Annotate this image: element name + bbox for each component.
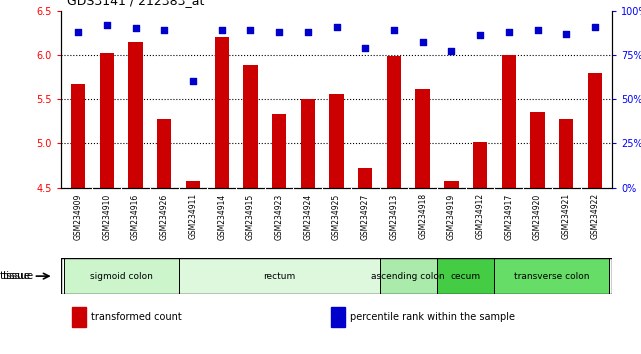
Point (446, 48, 456, 54)
Bar (437, 258, 494, 294)
Text: GSM234921: GSM234921 (562, 193, 570, 239)
Point (475, 33, 485, 38)
Text: transverse colon: transverse colon (514, 272, 590, 281)
Point (130, 25, 140, 31)
Text: tissue: tissue (0, 271, 31, 281)
Bar (272, 114, 287, 188)
Point (274, 29, 284, 35)
Text: GSM234922: GSM234922 (590, 193, 599, 239)
Bar (502, 55, 516, 188)
Bar (387, 56, 401, 188)
Bar (243, 65, 258, 188)
Text: GSM234914: GSM234914 (217, 193, 226, 240)
Point (246, 27, 256, 33)
Point (188, 79, 198, 84)
Point (533, 27, 543, 33)
Text: GSM234920: GSM234920 (533, 193, 542, 240)
Text: GSM234913: GSM234913 (390, 193, 399, 240)
Bar (494, 258, 610, 294)
Bar (63, 258, 179, 294)
Point (389, 27, 399, 33)
Point (303, 29, 313, 35)
Text: GSM234919: GSM234919 (447, 193, 456, 240)
Text: GSM234916: GSM234916 (131, 193, 140, 240)
Point (590, 24, 600, 29)
Point (331, 24, 342, 29)
Bar (379, 258, 437, 294)
Bar (358, 168, 372, 188)
Text: rectum: rectum (263, 272, 296, 281)
Bar (301, 99, 315, 188)
Text: sigmoid colon: sigmoid colon (90, 272, 153, 281)
Text: GDS3141 / 212383_at: GDS3141 / 212383_at (67, 0, 204, 7)
Bar (473, 143, 487, 188)
Bar (329, 94, 344, 188)
Text: GSM234911: GSM234911 (188, 193, 197, 239)
Text: percentile rank within the sample: percentile rank within the sample (350, 312, 515, 322)
Bar (128, 41, 143, 188)
Point (159, 27, 169, 33)
Text: ascending colon: ascending colon (372, 272, 445, 281)
Bar (99, 53, 114, 188)
Bar (559, 120, 574, 188)
Point (360, 45, 370, 51)
Bar (71, 84, 85, 188)
Bar (415, 88, 430, 188)
Bar (215, 37, 229, 188)
Text: tissue: tissue (3, 271, 34, 281)
Text: GSM234924: GSM234924 (303, 193, 312, 240)
Text: GSM234915: GSM234915 (246, 193, 255, 240)
Point (102, 22, 112, 28)
Point (504, 29, 514, 35)
Text: GSM234927: GSM234927 (361, 193, 370, 240)
Bar (530, 113, 545, 188)
Text: GSM234912: GSM234912 (476, 193, 485, 239)
Text: GSM234909: GSM234909 (74, 193, 83, 240)
Point (73, 29, 83, 35)
Text: GSM234926: GSM234926 (160, 193, 169, 240)
Bar (179, 258, 379, 294)
Text: GSM234918: GSM234918 (418, 193, 427, 239)
Bar (186, 181, 200, 188)
Bar (444, 181, 458, 188)
Bar (331, 307, 345, 327)
Text: cecum: cecum (451, 272, 481, 281)
Text: transformed count: transformed count (91, 312, 182, 322)
Text: GSM234923: GSM234923 (274, 193, 283, 240)
Point (217, 27, 227, 33)
Point (417, 40, 428, 45)
Bar (157, 119, 171, 188)
Point (561, 31, 571, 36)
Text: GSM234910: GSM234910 (103, 193, 112, 240)
Bar (72, 307, 86, 327)
Bar (588, 73, 602, 188)
Text: GSM234925: GSM234925 (332, 193, 341, 240)
Text: GSM234917: GSM234917 (504, 193, 513, 240)
